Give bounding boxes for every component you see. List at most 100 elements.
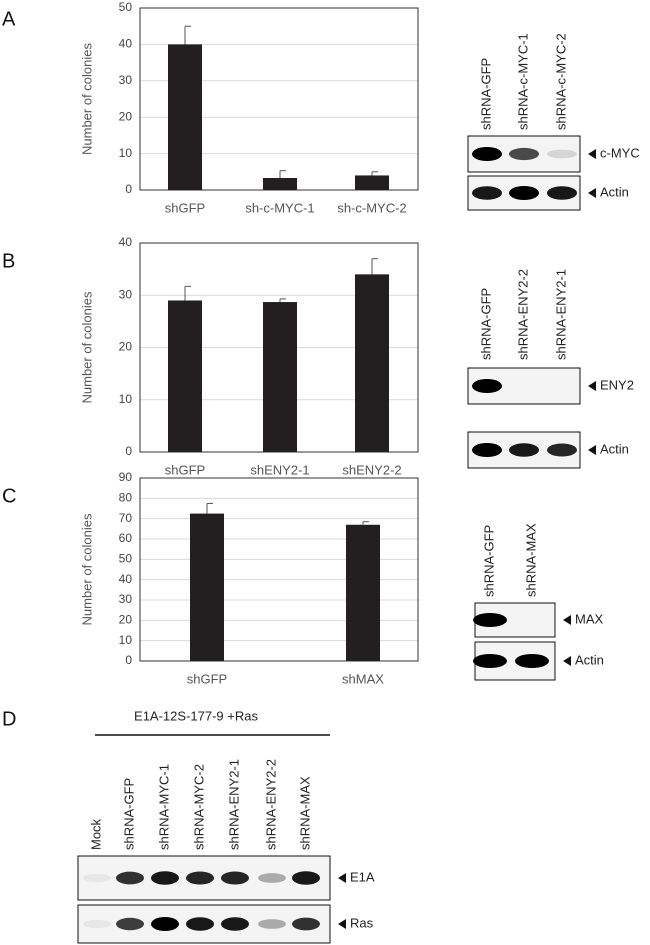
bar bbox=[263, 302, 297, 452]
x-tick-label: shMAX bbox=[342, 671, 384, 686]
lane-label: shRNA-GFP bbox=[478, 58, 493, 130]
blot-band bbox=[509, 186, 539, 200]
y-tick-label: 10 bbox=[119, 146, 133, 160]
lane-label: shRNA-MYC-2 bbox=[191, 764, 206, 850]
lane-label: shRNA-MAX bbox=[297, 776, 312, 850]
y-tick-label: 20 bbox=[119, 340, 133, 354]
blot-band bbox=[83, 919, 111, 929]
x-tick-label: shGFP bbox=[165, 200, 205, 215]
blot-band bbox=[186, 871, 214, 885]
row-label: Actin bbox=[600, 184, 629, 199]
lane-label: shRNA-GFP bbox=[481, 525, 496, 597]
blot-band bbox=[258, 919, 286, 929]
blot-band bbox=[258, 873, 286, 883]
y-tick-label: 0 bbox=[125, 444, 132, 458]
panel-label: A bbox=[2, 8, 16, 30]
blot-band bbox=[509, 147, 539, 161]
bar bbox=[355, 274, 389, 452]
blot-band bbox=[473, 613, 507, 627]
panel-label: B bbox=[2, 250, 15, 272]
blot-band bbox=[473, 654, 507, 668]
panel-label: C bbox=[2, 485, 16, 507]
blot-band bbox=[472, 186, 502, 200]
blot-band bbox=[547, 186, 577, 200]
blot-band bbox=[472, 147, 502, 161]
blot-band bbox=[547, 149, 577, 159]
blot-band bbox=[472, 443, 502, 457]
lane-label: shRNA-GFP bbox=[121, 778, 136, 850]
blot-band bbox=[116, 917, 144, 931]
y-axis-label: Number of colonies bbox=[79, 513, 94, 625]
lane-label: shRNA-ENY2-2 bbox=[263, 759, 278, 850]
blot-band bbox=[515, 654, 549, 668]
x-tick-label: sh-c-MYC-2 bbox=[337, 200, 406, 215]
row-label: c-MYC bbox=[600, 145, 640, 160]
y-tick-label: 30 bbox=[119, 592, 133, 606]
y-tick-label: 20 bbox=[119, 613, 133, 627]
arrowhead bbox=[563, 656, 571, 666]
blot-strip bbox=[467, 135, 581, 173]
x-tick-label: sh-c-MYC-1 bbox=[245, 200, 314, 215]
row-label: MAX bbox=[575, 611, 604, 626]
row-label: ENY2 bbox=[600, 377, 634, 392]
bar bbox=[168, 300, 202, 452]
y-tick-label: 70 bbox=[119, 511, 133, 525]
arrowhead bbox=[563, 615, 571, 625]
lane-label: shRNA-c-MYC-1 bbox=[515, 33, 530, 130]
y-axis-label: Number of colonies bbox=[79, 43, 94, 155]
arrowhead bbox=[338, 873, 346, 883]
y-tick-label: 80 bbox=[119, 491, 133, 505]
bar bbox=[190, 513, 224, 661]
blot-band bbox=[151, 917, 179, 931]
y-tick-label: 0 bbox=[125, 653, 132, 667]
lane-label: shRNA-MYC-1 bbox=[156, 764, 171, 850]
lane-label: shRNA-c-MYC-2 bbox=[553, 33, 568, 130]
lane-label: shRNA-ENY2-1 bbox=[553, 269, 568, 360]
bar bbox=[263, 177, 297, 190]
y-tick-label: 60 bbox=[119, 531, 133, 545]
lane-label: shRNA-MAX bbox=[523, 523, 538, 597]
row-label: E1A bbox=[350, 869, 375, 884]
y-tick-label: 40 bbox=[119, 37, 133, 51]
blot-band bbox=[83, 873, 111, 883]
x-tick-label: shENY2-1 bbox=[250, 462, 309, 477]
y-tick-label: 90 bbox=[119, 470, 133, 484]
y-tick-label: 40 bbox=[119, 235, 133, 249]
row-label: Ras bbox=[350, 915, 374, 930]
lane-label: shRNA-ENY2-1 bbox=[226, 759, 241, 850]
x-tick-label: shENY2-2 bbox=[342, 462, 401, 477]
arrowhead bbox=[588, 149, 596, 159]
y-tick-label: 30 bbox=[119, 73, 133, 87]
y-tick-label: 50 bbox=[119, 0, 133, 14]
blot-band bbox=[221, 917, 249, 931]
blot-band bbox=[292, 917, 320, 931]
lane-label: shRNA-ENY2-2 bbox=[515, 269, 530, 360]
row-label: Actin bbox=[600, 441, 629, 456]
blot-band bbox=[547, 443, 577, 457]
y-tick-label: 30 bbox=[119, 287, 133, 301]
y-axis-label: Number of colonies bbox=[79, 291, 94, 403]
row-label: Actin bbox=[575, 652, 604, 667]
lane-label: shRNA-GFP bbox=[478, 288, 493, 360]
y-tick-label: 10 bbox=[119, 633, 133, 647]
x-tick-label: shGFP bbox=[165, 462, 205, 477]
panel-label: D bbox=[2, 708, 16, 730]
x-tick-label: shGFP bbox=[187, 671, 227, 686]
bar bbox=[355, 175, 389, 190]
arrowhead bbox=[338, 919, 346, 929]
blot-band bbox=[116, 871, 144, 885]
blot-band bbox=[186, 917, 214, 931]
arrowhead bbox=[588, 445, 596, 455]
blot-band bbox=[472, 379, 502, 393]
plot-frame bbox=[139, 477, 419, 662]
bar bbox=[346, 524, 380, 661]
y-tick-label: 40 bbox=[119, 572, 133, 586]
blot-band bbox=[151, 871, 179, 885]
blot-header: E1A-12S-177-9 +Ras bbox=[134, 708, 258, 723]
bar bbox=[168, 44, 202, 191]
y-tick-label: 20 bbox=[119, 109, 133, 123]
blot-band bbox=[221, 871, 249, 885]
blot-band bbox=[292, 871, 320, 885]
y-tick-label: 10 bbox=[119, 392, 133, 406]
